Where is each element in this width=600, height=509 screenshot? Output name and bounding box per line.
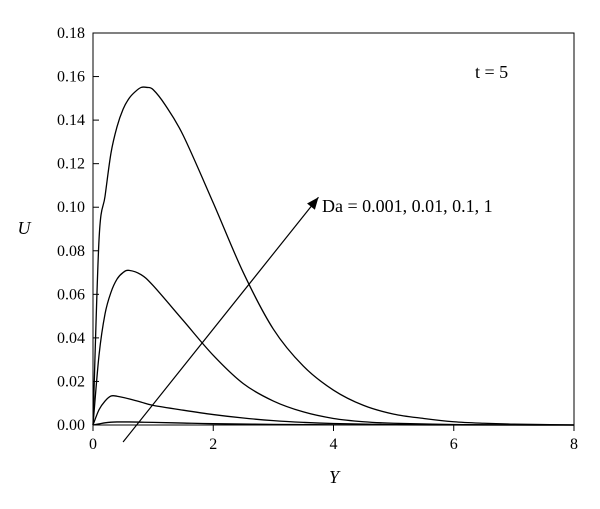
x-axis-label: Y [329, 467, 341, 487]
da-annotation: Da = 0.001, 0.01, 0.1, 1 [322, 196, 493, 216]
x-axis-ticks: 0 2 4 6 8 [89, 425, 578, 453]
plot-frame [92, 32, 575, 426]
y-tick-label: 0.02 [57, 373, 85, 390]
x-tick-label: 4 [330, 436, 338, 453]
y-tick-label: 0.10 [57, 199, 85, 216]
y-tick-label: 0.00 [57, 417, 85, 434]
series-curve-2 [92, 394, 575, 426]
y-tick-label: 0.04 [57, 330, 85, 347]
y-tick-label: 0.14 [57, 112, 85, 129]
y-axis-ticks: 0.00 0.02 0.04 0.06 0.08 0.10 0.12 0.14 0.16 0.18 [57, 25, 99, 434]
time-annotation: t = 5 [475, 62, 508, 82]
series-curve-4 [92, 86, 575, 426]
y-tick-label: 0.08 [57, 243, 85, 260]
da-arrow [122, 196, 319, 443]
x-tick-label: 0 [89, 436, 97, 453]
x-tick-label: 2 [209, 436, 217, 453]
y-axis-label: U [18, 218, 32, 238]
arrow-head [307, 197, 319, 210]
series-curve-3 [92, 269, 575, 426]
arrow-shaft [122, 196, 319, 443]
curves [92, 86, 575, 426]
y-tick-label: 0.18 [57, 25, 85, 42]
x-tick-label: 8 [570, 436, 578, 453]
y-tick-label: 0.16 [57, 69, 85, 86]
x-tick-label: 6 [450, 436, 458, 453]
y-tick-label: 0.12 [57, 156, 85, 173]
y-tick-label: 0.06 [57, 286, 85, 303]
